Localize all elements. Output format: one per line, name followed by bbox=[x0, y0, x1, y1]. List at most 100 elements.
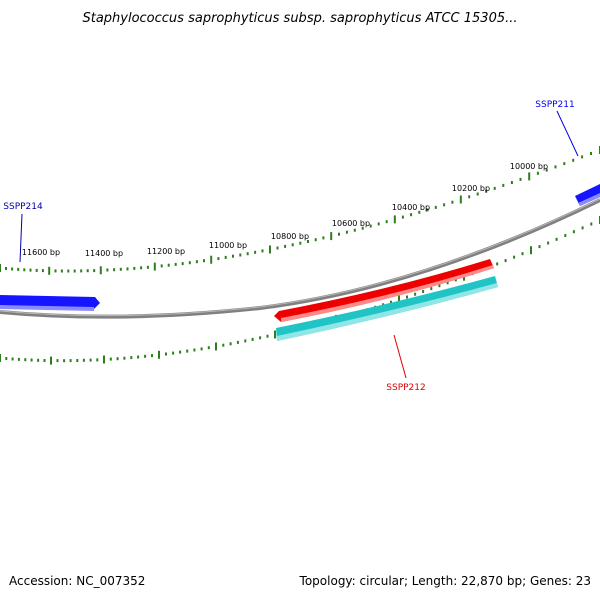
outer-minor-tick bbox=[353, 228, 356, 232]
inner-minor-tick bbox=[414, 292, 417, 296]
outer-minor-tick bbox=[181, 262, 184, 266]
inner-minor-tick bbox=[11, 357, 14, 361]
outer-minor-tick bbox=[581, 155, 584, 159]
ssp211-leader-line bbox=[556, 110, 579, 157]
map-title: Staphylococcus saprophyticus subsp. sapr… bbox=[82, 11, 517, 26]
inner-minor-tick bbox=[144, 354, 147, 358]
outer-minor-tick bbox=[434, 205, 437, 209]
inner-major-tick bbox=[50, 356, 52, 365]
inner-minor-tick bbox=[581, 226, 584, 230]
outer-minor-tick bbox=[519, 177, 522, 181]
inner-minor-tick bbox=[172, 351, 175, 355]
inner-major-tick bbox=[158, 350, 160, 359]
outer-major-tick bbox=[459, 195, 462, 204]
outer-major-tick bbox=[393, 215, 396, 224]
outer-minor-tick bbox=[338, 232, 340, 236]
inner-minor-tick bbox=[251, 337, 254, 341]
outer-minor-tick bbox=[545, 168, 548, 172]
outer-major-tick bbox=[269, 245, 271, 254]
inner-minor-tick bbox=[538, 245, 541, 249]
outer-minor-tick bbox=[133, 266, 136, 270]
outer-minor-tick bbox=[426, 208, 429, 212]
outer-minor-tick bbox=[476, 192, 479, 196]
inner-minor-tick bbox=[96, 358, 99, 362]
outer-minor-tick bbox=[345, 230, 348, 234]
tick-label-10600: 10600 bp bbox=[332, 219, 370, 228]
inner-minor-tick bbox=[56, 359, 59, 363]
outer-minor-tick bbox=[23, 268, 26, 272]
outer-minor-tick bbox=[60, 269, 63, 273]
inner-minor-tick bbox=[151, 354, 153, 358]
inner-minor-tick bbox=[236, 340, 239, 344]
inner-minor-tick bbox=[24, 358, 27, 362]
inner-major-tick bbox=[398, 295, 400, 304]
outer-minor-tick bbox=[195, 260, 198, 264]
ssp212-leader-line bbox=[393, 334, 407, 379]
ssp211-label[interactable]: SSPP211 bbox=[535, 100, 574, 110]
inner-minor-tick bbox=[109, 357, 112, 361]
inner-minor-tick bbox=[438, 284, 441, 288]
inner-minor-tick bbox=[82, 358, 85, 362]
inner-minor-tick bbox=[207, 346, 210, 350]
outer-minor-tick bbox=[510, 181, 513, 184]
outer-minor-tick bbox=[140, 266, 143, 270]
inner-minor-tick bbox=[555, 237, 558, 241]
outer-minor-tick bbox=[174, 262, 177, 266]
outer-minor-tick bbox=[590, 152, 592, 155]
inner-minor-tick bbox=[17, 357, 20, 361]
gene-ssp214-feature[interactable] bbox=[0, 295, 100, 311]
ssp214-label[interactable]: SSPP214 bbox=[3, 202, 43, 212]
outer-minor-tick bbox=[307, 240, 309, 243]
outer-minor-tick bbox=[239, 253, 242, 257]
outer-major-tick bbox=[528, 172, 531, 181]
inner-major-tick bbox=[103, 355, 105, 364]
inner-major-tick bbox=[274, 330, 276, 339]
inner-minor-tick bbox=[521, 252, 524, 256]
outer-minor-tick bbox=[232, 254, 234, 258]
gene-ssp211-feature[interactable] bbox=[575, 184, 600, 206]
outer-minor-tick bbox=[54, 269, 57, 273]
outer-minor-tick bbox=[119, 267, 122, 271]
outer-minor-tick bbox=[276, 246, 279, 250]
outer-minor-tick bbox=[410, 213, 413, 217]
outer-minor-tick bbox=[29, 268, 32, 272]
inner-major-tick bbox=[215, 342, 217, 351]
inner-minor-tick bbox=[130, 356, 133, 360]
tick-label-10200: 10200 bp bbox=[452, 184, 490, 193]
inner-minor-tick bbox=[179, 350, 182, 354]
outer-minor-tick bbox=[443, 203, 446, 207]
tick-label-11000: 11000 bp bbox=[209, 241, 247, 250]
outer-minor-tick bbox=[254, 250, 257, 254]
inner-minor-tick bbox=[116, 357, 119, 361]
outer-minor-tick bbox=[401, 215, 404, 219]
inner-minor-tick bbox=[390, 300, 392, 304]
outer-minor-tick bbox=[284, 244, 287, 248]
tick-label-10400: 10400 bp bbox=[392, 203, 430, 212]
outer-minor-tick bbox=[536, 171, 539, 175]
accession-text: Accession: NC_007352 bbox=[9, 574, 145, 588]
inner-minor-tick bbox=[186, 349, 189, 353]
inner-minor-tick bbox=[69, 359, 72, 363]
outer-major-tick bbox=[330, 232, 333, 241]
inner-minor-tick bbox=[123, 356, 126, 360]
outer-major-tick bbox=[0, 264, 1, 272]
inner-minor-tick bbox=[63, 359, 66, 363]
outer-minor-tick bbox=[73, 269, 76, 273]
outer-minor-tick bbox=[572, 158, 575, 162]
outer-minor-tick bbox=[106, 268, 109, 272]
inner-minor-tick bbox=[422, 290, 425, 293]
gene-ssp212-feature[interactable] bbox=[274, 259, 494, 322]
ssp212-label[interactable]: SSPP212 bbox=[386, 383, 425, 393]
gene-cyan-feature[interactable] bbox=[276, 276, 498, 341]
outer-minor-tick bbox=[468, 195, 471, 199]
inner-minor-tick bbox=[200, 347, 203, 351]
outer-minor-tick bbox=[554, 165, 557, 169]
inner-minor-tick bbox=[89, 358, 92, 362]
outer-minor-tick bbox=[385, 220, 388, 224]
inner-minor-tick bbox=[76, 359, 79, 362]
tick-label-11600: 11600 bp bbox=[22, 248, 60, 257]
outer-minor-tick bbox=[126, 267, 129, 271]
inner-minor-tick bbox=[165, 352, 167, 356]
outer-minor-tick bbox=[160, 264, 163, 268]
